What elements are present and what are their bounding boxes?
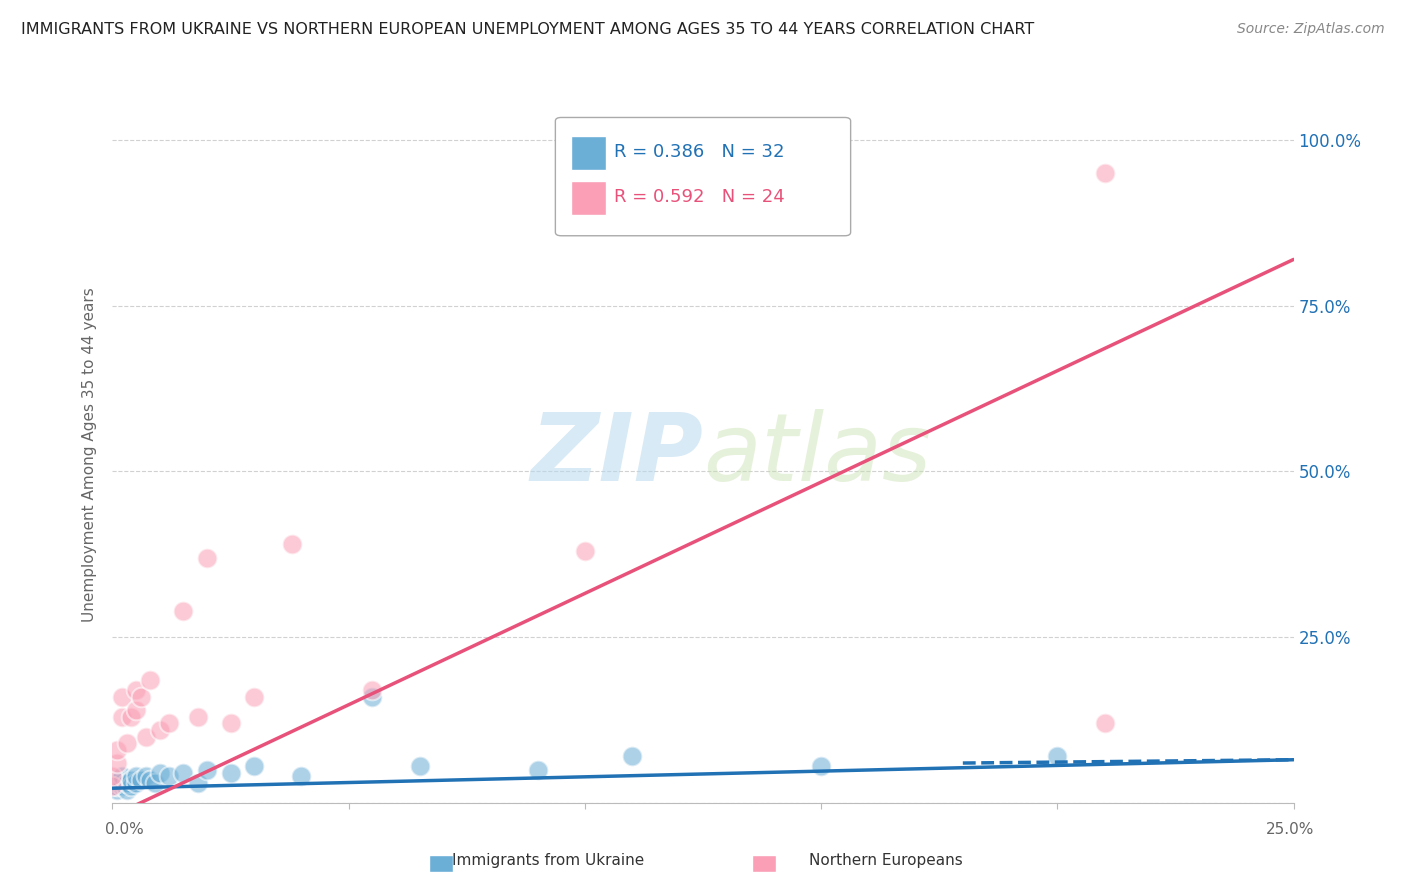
Point bbox=[157, 769, 180, 783]
Point bbox=[120, 772, 142, 787]
Point bbox=[120, 779, 142, 793]
Text: Immigrants from Ukraine: Immigrants from Ukraine bbox=[453, 854, 644, 868]
Text: 25.0%: 25.0% bbox=[1267, 822, 1315, 837]
Text: R = 0.592   N = 24: R = 0.592 N = 24 bbox=[614, 188, 785, 206]
Point bbox=[219, 716, 242, 731]
Point bbox=[172, 766, 194, 780]
Point bbox=[101, 779, 124, 793]
Point bbox=[408, 759, 430, 773]
Point bbox=[115, 776, 138, 790]
Point bbox=[139, 772, 162, 787]
Point bbox=[101, 779, 124, 793]
Point bbox=[135, 730, 157, 744]
Point bbox=[1046, 749, 1069, 764]
Point bbox=[120, 709, 142, 723]
Point bbox=[361, 690, 384, 704]
Y-axis label: Unemployment Among Ages 35 to 44 years: Unemployment Among Ages 35 to 44 years bbox=[82, 287, 97, 623]
Point bbox=[125, 776, 148, 790]
Point bbox=[195, 763, 218, 777]
Point bbox=[186, 709, 208, 723]
Point bbox=[135, 769, 157, 783]
Bar bbox=[571, 181, 606, 215]
Point bbox=[105, 782, 128, 797]
Point bbox=[139, 673, 162, 688]
Point bbox=[143, 776, 166, 790]
Point bbox=[361, 683, 384, 698]
Point bbox=[129, 690, 152, 704]
Point bbox=[1094, 166, 1116, 180]
Point bbox=[157, 716, 180, 731]
Point bbox=[125, 703, 148, 717]
Point bbox=[243, 690, 266, 704]
Point bbox=[125, 769, 148, 783]
Point bbox=[1094, 716, 1116, 731]
Point bbox=[105, 776, 128, 790]
Point bbox=[810, 759, 832, 773]
Point bbox=[219, 766, 242, 780]
Text: IMMIGRANTS FROM UKRAINE VS NORTHERN EUROPEAN UNEMPLOYMENT AMONG AGES 35 TO 44 YE: IMMIGRANTS FROM UKRAINE VS NORTHERN EURO… bbox=[21, 22, 1035, 37]
Point bbox=[281, 537, 304, 551]
Point bbox=[186, 776, 208, 790]
Text: 0.0%: 0.0% bbox=[105, 822, 145, 837]
Point bbox=[105, 779, 128, 793]
Point bbox=[621, 749, 644, 764]
Point bbox=[195, 550, 218, 565]
Point bbox=[243, 759, 266, 773]
Point bbox=[101, 776, 124, 790]
Text: R = 0.386   N = 32: R = 0.386 N = 32 bbox=[614, 143, 785, 161]
Text: Source: ZipAtlas.com: Source: ZipAtlas.com bbox=[1237, 22, 1385, 37]
Bar bbox=[571, 136, 606, 169]
Point bbox=[574, 544, 596, 558]
Point bbox=[105, 756, 128, 770]
Point bbox=[149, 766, 172, 780]
Point bbox=[290, 769, 312, 783]
Text: Northern Europeans: Northern Europeans bbox=[808, 854, 963, 868]
Bar bbox=[429, 855, 453, 872]
Point bbox=[115, 736, 138, 750]
Point bbox=[115, 782, 138, 797]
Point bbox=[111, 779, 134, 793]
Point bbox=[111, 769, 134, 783]
Point bbox=[111, 709, 134, 723]
Bar bbox=[752, 855, 776, 872]
Point bbox=[129, 772, 152, 787]
Point bbox=[125, 683, 148, 698]
Text: atlas: atlas bbox=[703, 409, 931, 500]
Text: ZIP: ZIP bbox=[530, 409, 703, 501]
Point bbox=[101, 769, 124, 783]
Point bbox=[111, 690, 134, 704]
Point bbox=[172, 604, 194, 618]
Point bbox=[111, 776, 134, 790]
Point bbox=[526, 763, 548, 777]
Point bbox=[105, 743, 128, 757]
Point bbox=[149, 723, 172, 737]
FancyBboxPatch shape bbox=[555, 118, 851, 235]
